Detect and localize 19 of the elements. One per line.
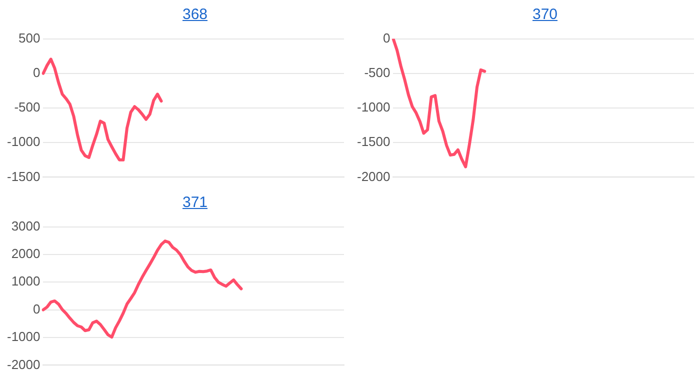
y-tick-label: -1500: [357, 134, 390, 150]
y-tick-label: 1000: [11, 274, 40, 289]
y-tick-label: 500: [18, 30, 40, 46]
y-tick-label: 0: [33, 64, 40, 80]
y-tick-label: -500: [364, 64, 390, 80]
y-tick-label: 3000: [11, 218, 40, 234]
y-tick-label: -2000: [7, 356, 40, 372]
y-tick-label: -500: [14, 100, 40, 115]
chart-title: 371: [181, 194, 209, 211]
chart-title: 370: [531, 6, 559, 23]
y-tick-label: 0: [33, 301, 40, 316]
y-tick-label: -1000: [357, 100, 390, 115]
y-tick-label: 0: [383, 30, 390, 46]
y-tick-label: 2000: [11, 246, 40, 262]
y-tick-label: -1500: [7, 168, 40, 184]
y-tick-label: -2000: [357, 168, 390, 184]
chart-title: 368: [181, 6, 209, 23]
y-tick-label: -1000: [7, 134, 40, 150]
y-tick-label: -1000: [7, 329, 40, 344]
